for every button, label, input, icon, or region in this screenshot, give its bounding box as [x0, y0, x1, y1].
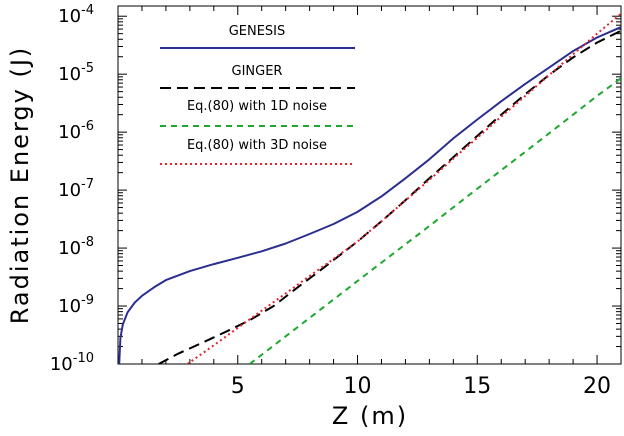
x-tick-label: 10: [344, 374, 372, 399]
legend-label: Eq.(80) with 3D noise: [187, 138, 327, 153]
legend-label: GINGER: [232, 64, 283, 79]
legend: GENESIS GINGER Eq.(80) with 1D noise Eq.(80…: [160, 24, 355, 165]
x-axis-ticks: 5 10 15 20: [141, 6, 622, 399]
series-layer: [118, 13, 621, 364]
y-tick-label: 10-8: [58, 235, 94, 259]
y-tick-label: 10-7: [58, 177, 94, 201]
y-tick-label: 10-10: [50, 351, 94, 375]
series-line-ginger: [158, 29, 621, 364]
x-axis-label: Z (m): [332, 402, 408, 430]
y-tick-label: 10-6: [58, 119, 94, 143]
y-axis-ticks: 10-10 10-9 10-8 10-7 10-6 10-5 10-4: [50, 3, 621, 375]
x-tick-label: 5: [231, 374, 245, 399]
y-tick-label: 10-4: [58, 3, 94, 27]
series-line-genesis: [118, 26, 621, 364]
series-line-eq-80-with-3d-noise: [186, 13, 621, 364]
x-tick-label: 20: [583, 374, 611, 399]
y-tick-label: 10-5: [58, 61, 94, 85]
legend-label: GENESIS: [229, 24, 286, 39]
series-line-eq-80-with-1d-noise: [249, 77, 621, 364]
y-axis-label: Radiation Energy (J): [6, 46, 34, 325]
y-tick-label: 10-9: [58, 293, 94, 317]
plot-frame: [117, 5, 622, 365]
x-tick-label: 15: [463, 374, 491, 399]
legend-label: Eq.(80) with 1D noise: [187, 99, 327, 114]
